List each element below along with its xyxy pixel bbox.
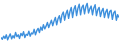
plot-area: [1, 3, 119, 39]
chart: [0, 0, 120, 45]
series-line: [1, 3, 119, 39]
